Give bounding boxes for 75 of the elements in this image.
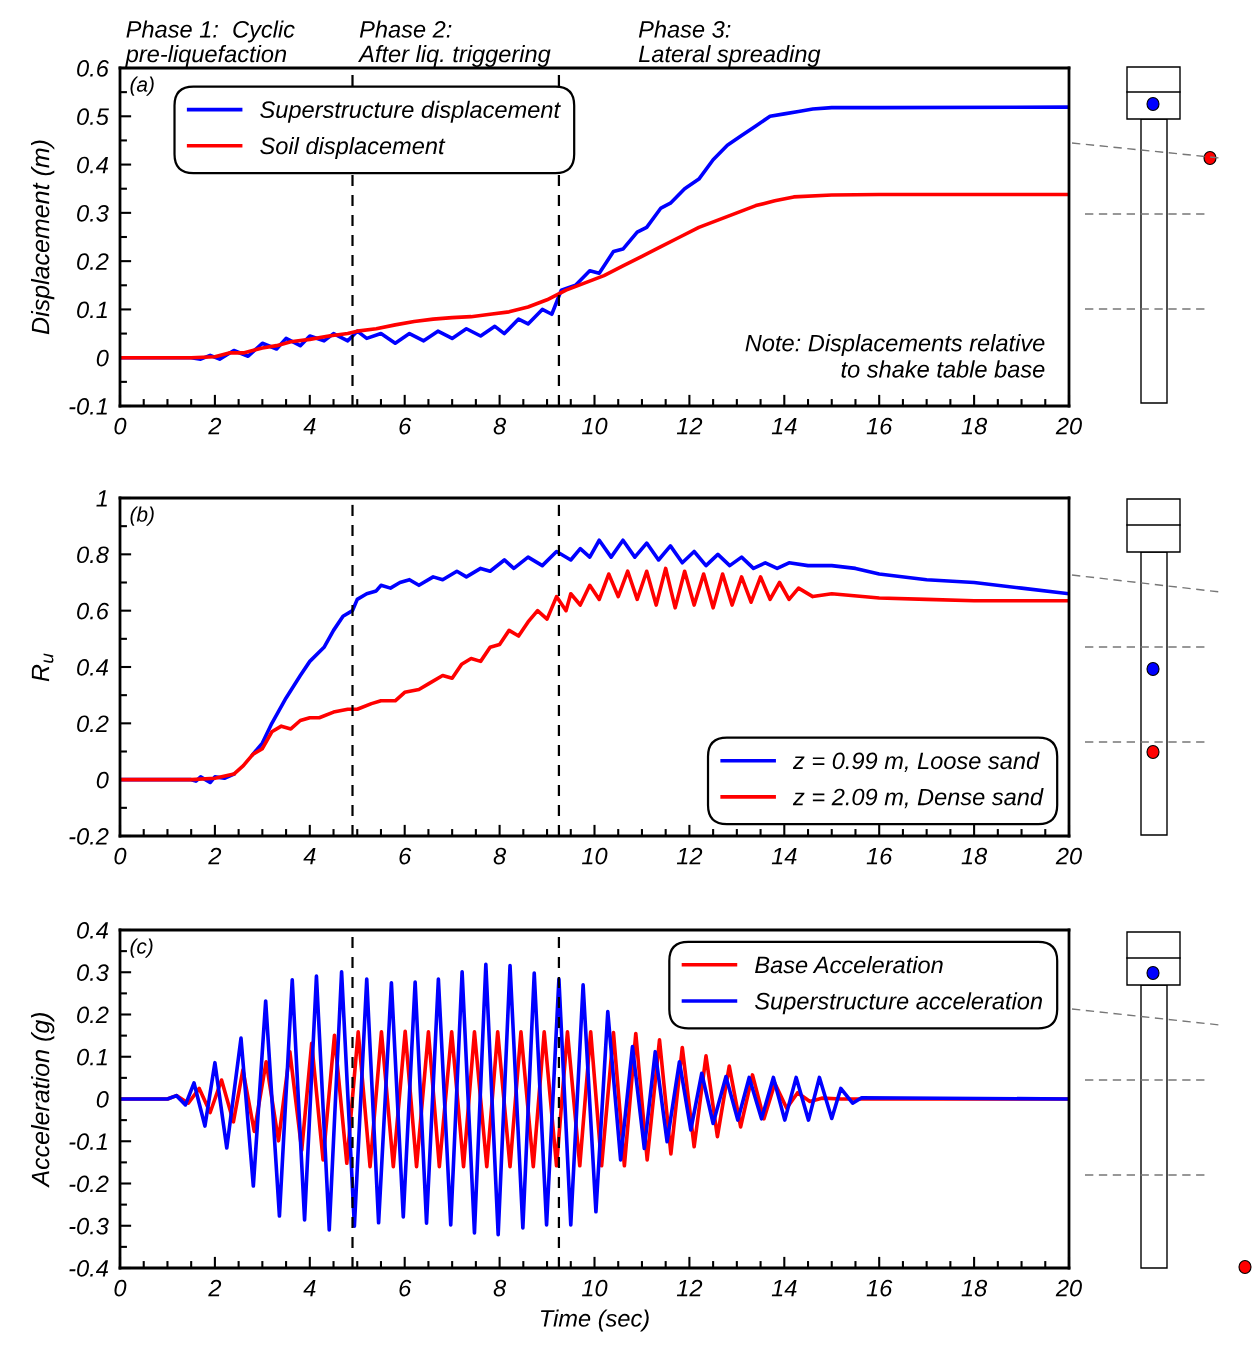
legend-label: Superstructure acceleration (754, 992, 1042, 1015)
y-tick-label: 0.3 (77, 204, 109, 222)
x-tick-label: 10 (581, 847, 608, 865)
y-tick-label: 0.6 (77, 602, 109, 620)
y-axis-title: Acceleration (g) (31, 1012, 55, 1188)
y-tick-label: 0.6 (77, 60, 109, 77)
y-tick-label: 0.8 (77, 546, 109, 564)
x-tick-label: 8 (493, 417, 507, 435)
y-tick-label: 1 (96, 490, 107, 507)
x-tick-label: 20 (1055, 417, 1082, 435)
x-tick-label: 6 (399, 1279, 412, 1297)
x-tick-label: 20 (1055, 1279, 1082, 1297)
legend-label: Base Acceleration (755, 955, 943, 974)
legend-label: z = 0.99 m, Loose sand (792, 751, 1040, 772)
y-tick-label: 0.4 (77, 922, 109, 939)
y-tick-label: -0.1 (69, 1133, 107, 1151)
x-tick-label: 0 (114, 1279, 127, 1297)
x-tick-label: 2 (208, 847, 222, 865)
y-tick-label: 0.3 (77, 964, 109, 982)
x-tick-label: 14 (771, 417, 797, 435)
text: Phase 3: Lateral spreading (638, 20, 821, 67)
x-tick-label: 8 (493, 847, 507, 865)
y-tick-label: -0.4 (69, 1260, 109, 1277)
text: Phase 2: After liq. triggering (357, 20, 551, 67)
x-tick-label: 16 (866, 417, 893, 435)
y-tick-label: 0.1 (77, 1048, 107, 1066)
x-tick-label: 12 (676, 1279, 703, 1297)
x-tick-label: 16 (866, 1279, 893, 1297)
y-tick-label: 0 (96, 349, 109, 367)
x-tick-label: 18 (961, 847, 988, 865)
x-tick-label: 12 (676, 847, 703, 865)
x-tick-label: 14 (771, 847, 797, 865)
x-tick-label: 18 (961, 1279, 988, 1297)
y-tick-label: 0.4 (77, 659, 109, 676)
line-series (120, 192, 1069, 360)
x-tick-label: 10 (581, 1279, 608, 1297)
x-tick-label: 16 (866, 847, 893, 865)
annotation: (c) (130, 938, 153, 958)
x-tick-label: 18 (961, 417, 988, 435)
x-tick-label: 12 (676, 417, 703, 435)
y-tick-label: 0.4 (77, 156, 109, 174)
y-tick-label: 0.2 (77, 253, 109, 270)
x-tick-label: 2 (208, 1279, 222, 1297)
x-tick-label: 6 (399, 417, 412, 435)
y-tick-label: 0.2 (77, 715, 109, 733)
x-tick-label: 8 (493, 1279, 507, 1297)
y-tick-label: 0.1 (77, 301, 107, 319)
x-tick-label: 20 (1055, 847, 1082, 865)
legend-label: Soil displacement (260, 136, 446, 159)
x-axis-title: Time (sec) (540, 1309, 649, 1332)
y-tick-label: -0.2 (69, 828, 109, 845)
legend-label: z = 2.09 m, Dense sand (792, 788, 1044, 809)
x-tick-label: 0 (114, 417, 127, 435)
x-tick-label: 4 (303, 1279, 316, 1297)
x-tick-label: 2 (208, 417, 222, 435)
x-tick-label: 4 (303, 417, 316, 435)
y-tick-label: 0 (96, 771, 109, 789)
y-tick-label: 0.5 (77, 108, 109, 126)
y-axis-title: Displacement (m) (31, 140, 55, 335)
y-tick-label: 0.2 (77, 1006, 109, 1024)
text: Phase 1: Cyclic pre-liquefaction (125, 20, 295, 67)
annotation: Note: Displacements relative to shake table base (745, 334, 1045, 378)
legend-label: Superstructure displacement (260, 100, 561, 123)
x-tick-label: 14 (771, 1279, 797, 1297)
y-tick-label: -0.2 (69, 1175, 109, 1193)
x-tick-label: 10 (581, 417, 608, 435)
annotation: (a) (130, 76, 154, 96)
y-tick-label: 0 (96, 1091, 109, 1108)
y-tick-label: -0.3 (69, 1217, 109, 1235)
x-tick-label: 4 (303, 847, 316, 865)
x-tick-label: 6 (399, 847, 412, 865)
y-tick-label: -0.1 (69, 398, 107, 415)
y-axis-title: R$_{u}$ (31, 653, 54, 682)
annotation: (b) (130, 506, 154, 526)
x-tick-label: 0 (114, 847, 127, 865)
